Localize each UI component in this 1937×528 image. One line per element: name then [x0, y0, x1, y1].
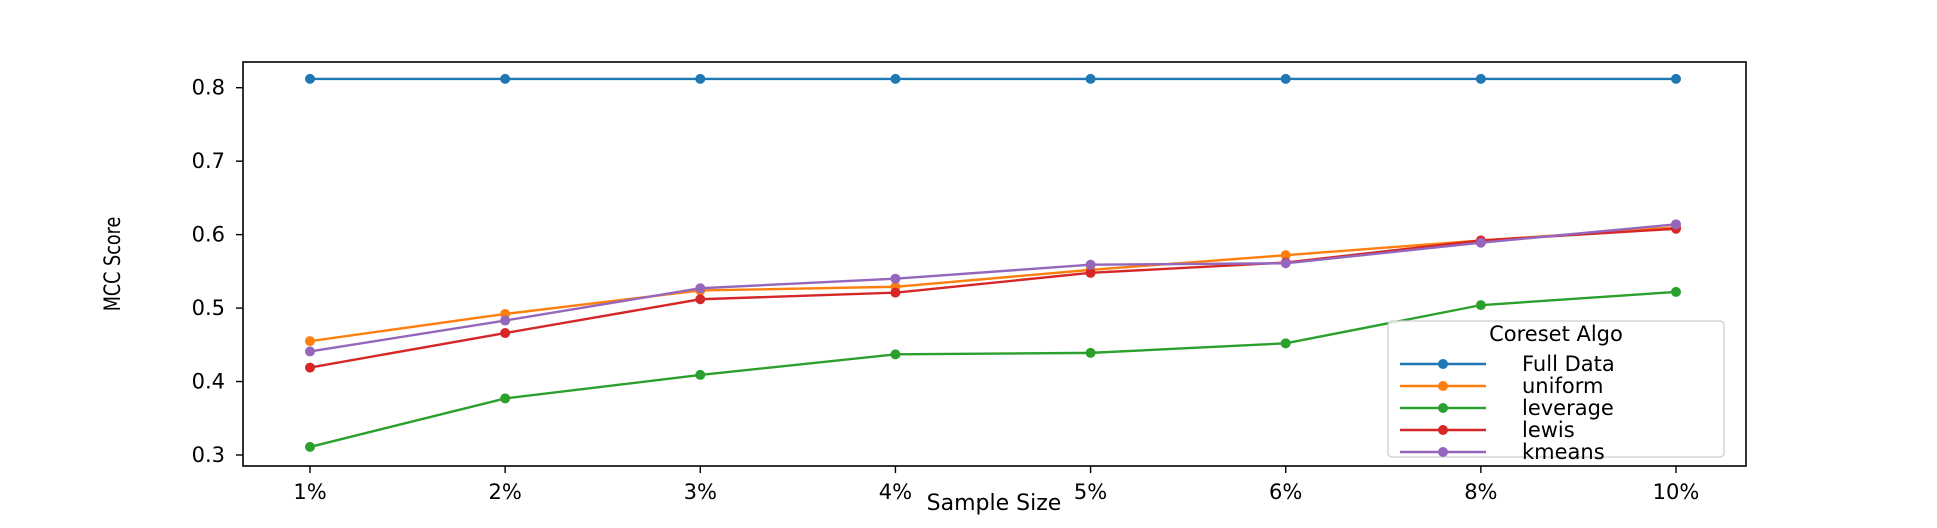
y-axis-label: MCC Score: [100, 217, 125, 312]
data-point-leverage: [1671, 286, 1681, 297]
data-point-kmeans: [1280, 258, 1291, 269]
data-point-leverage: [890, 349, 901, 360]
data-point-kmeans: [500, 315, 511, 326]
series-line-uniform: [309, 226, 1677, 343]
data-point-leverage: [305, 441, 315, 452]
data-point-full-data: [695, 73, 706, 84]
legend-item-full-data: Full Data: [1400, 352, 1615, 376]
legend-label: kmeans: [1522, 440, 1605, 464]
y-tick-label: 0.4: [192, 370, 225, 394]
legend-marker: [1438, 425, 1448, 435]
series-line-leverage: [309, 290, 1677, 449]
legend-box: [1387, 320, 1725, 458]
legend-item-uniform: uniform: [1400, 374, 1603, 398]
data-point-full-data: [890, 73, 901, 84]
data-point-leverage: [1475, 300, 1486, 311]
data-point-full-data: [1475, 73, 1486, 84]
data-point-full-data: [1085, 73, 1096, 84]
x-tick-label: 2%: [488, 480, 521, 504]
series-leverage: [305, 286, 1681, 452]
legend-item-lewis: lewis: [1400, 418, 1575, 442]
data-point-full-data: [500, 73, 511, 84]
legend-label: leverage: [1522, 396, 1614, 420]
data-point-kmeans: [1085, 259, 1096, 270]
y-tick-label: 0.6: [192, 223, 225, 247]
legend-item-kmeans: kmeans: [1400, 440, 1605, 464]
legend-label: lewis: [1522, 418, 1575, 442]
data-point-full-data: [1671, 73, 1681, 84]
data-point-leverage: [1280, 338, 1291, 349]
series-layer: [305, 73, 1681, 452]
data-point-lewis: [500, 328, 511, 339]
data-point-kmeans: [1475, 237, 1486, 248]
data-point-lewis: [1085, 267, 1096, 278]
x-tick-label: 10%: [1653, 480, 1700, 504]
series-line-kmeans: [309, 223, 1677, 353]
y-tick-label: 0.5: [192, 296, 225, 320]
data-point-uniform: [1280, 250, 1291, 261]
data-point-leverage: [695, 369, 706, 380]
x-tick-label: 8%: [1464, 480, 1497, 504]
plot-frame: [242, 61, 1747, 467]
y-tick-label: 0.3: [192, 443, 225, 467]
data-point-uniform: [305, 336, 315, 347]
data-point-kmeans: [890, 273, 901, 284]
x-tick-label: 4%: [879, 480, 912, 504]
data-point-kmeans: [1671, 219, 1681, 230]
x-tick-label: 3%: [684, 480, 717, 504]
data-point-leverage: [500, 393, 511, 404]
x-tick-label: 6%: [1269, 480, 1302, 504]
legend-title: Coreset Algo: [1489, 322, 1623, 346]
legend-marker: [1438, 403, 1448, 413]
series-kmeans: [305, 219, 1681, 357]
y-tick-label: 0.8: [192, 76, 225, 100]
data-point-lewis: [305, 362, 315, 373]
x-tick-label: 5%: [1074, 480, 1107, 504]
y-axis-ticks: 0.3 0.4 0.5 0.6 0.7 0.8: [192, 76, 243, 467]
legend-marker: [1438, 359, 1448, 369]
series-line-lewis: [309, 227, 1677, 369]
data-point-lewis: [695, 294, 706, 305]
x-tick-label: 1%: [293, 480, 326, 504]
data-point-kmeans: [695, 283, 706, 294]
data-point-leverage: [1085, 347, 1096, 358]
series-full-data: [305, 73, 1681, 84]
data-point-lewis: [890, 287, 901, 298]
data-point-full-data: [305, 73, 315, 84]
legend-label: Full Data: [1522, 352, 1615, 376]
data-point-kmeans: [305, 346, 315, 357]
legend-item-leverage: leverage: [1400, 396, 1614, 420]
legend-marker: [1438, 447, 1448, 457]
x-axis-label: Sample Size: [927, 491, 1062, 516]
legend: Coreset Algo Full Datauniformleveragelew…: [1387, 320, 1725, 464]
y-tick-label: 0.7: [192, 149, 225, 173]
legend-marker: [1438, 381, 1448, 391]
data-point-full-data: [1280, 73, 1291, 84]
legend-label: uniform: [1522, 374, 1603, 398]
x-axis-ticks: 1% 2% 3% 4% 5% 6% 8% 10%: [293, 466, 1699, 504]
